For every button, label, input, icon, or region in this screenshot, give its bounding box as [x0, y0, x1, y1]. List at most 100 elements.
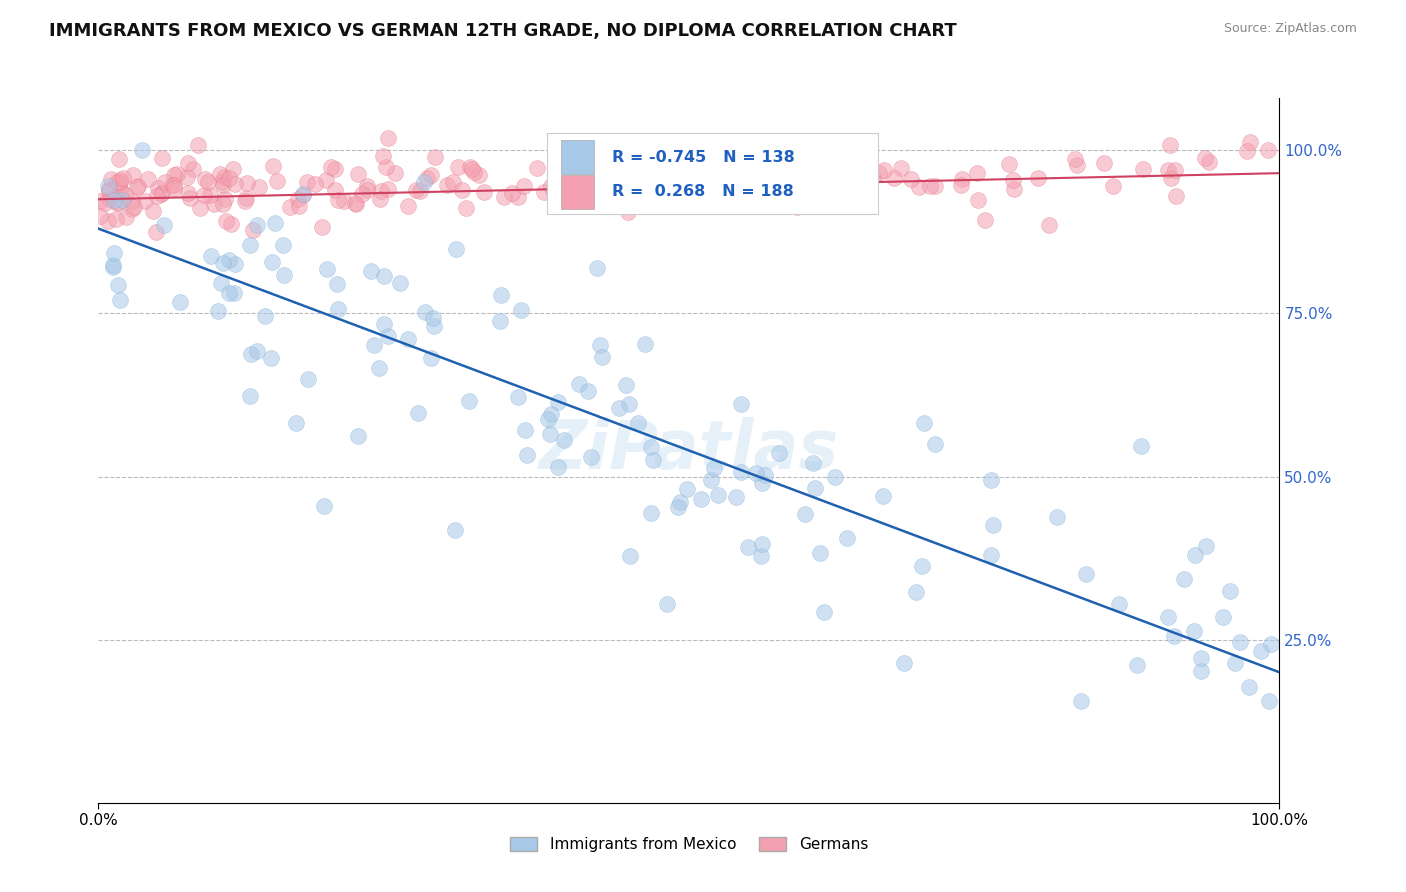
Point	[1219, 584, 1241, 599]
Point	[619, 549, 641, 563]
Point	[710, 166, 733, 180]
Point	[235, 191, 257, 205]
Point	[260, 351, 283, 365]
Point	[105, 196, 128, 211]
Point	[314, 499, 336, 513]
Point	[423, 150, 446, 164]
Point	[107, 195, 129, 210]
Point	[122, 168, 145, 182]
Point	[627, 416, 650, 430]
Point	[614, 377, 637, 392]
Point	[548, 170, 571, 185]
Point	[526, 161, 548, 176]
Point	[735, 171, 758, 186]
Point	[576, 384, 599, 399]
Point	[890, 161, 912, 175]
Point	[620, 192, 643, 206]
Point	[862, 169, 884, 184]
Point	[981, 518, 1004, 533]
Point	[350, 186, 373, 201]
Point	[591, 350, 613, 364]
Point	[291, 187, 314, 202]
Point	[246, 344, 269, 359]
Point	[813, 605, 835, 619]
Point	[510, 303, 533, 318]
Point	[315, 173, 337, 187]
Point	[262, 159, 284, 173]
Point	[121, 194, 143, 209]
Point	[1038, 218, 1060, 232]
Point	[831, 187, 853, 202]
Point	[568, 377, 591, 392]
Point	[547, 395, 569, 409]
Point	[131, 144, 153, 158]
Point	[561, 160, 583, 174]
Point	[605, 194, 627, 209]
Point	[868, 166, 890, 180]
Point	[263, 216, 285, 230]
Point	[804, 481, 827, 495]
Point	[271, 238, 294, 252]
Point	[949, 178, 972, 192]
Point	[506, 190, 529, 204]
Point	[115, 211, 138, 225]
Point	[368, 361, 391, 376]
Point	[412, 175, 434, 189]
Point	[893, 656, 915, 670]
Point	[1250, 643, 1272, 657]
Point	[457, 393, 479, 408]
Point	[1198, 155, 1220, 169]
Point	[104, 211, 127, 226]
Point	[103, 245, 125, 260]
Point	[344, 196, 367, 211]
Point	[316, 262, 339, 277]
Point	[326, 301, 349, 316]
Point	[89, 209, 111, 223]
Point	[374, 160, 396, 174]
Point	[848, 169, 870, 183]
Point	[675, 482, 697, 496]
Point	[1102, 178, 1125, 193]
Point	[1157, 610, 1180, 624]
Point	[617, 205, 640, 219]
Point	[508, 390, 530, 404]
Point	[169, 295, 191, 310]
Point	[304, 177, 326, 191]
Point	[612, 166, 634, 180]
Point	[422, 310, 444, 325]
Point	[98, 182, 121, 196]
Point	[97, 214, 120, 228]
Point	[586, 260, 609, 275]
Point	[1157, 162, 1180, 177]
Point	[540, 407, 562, 421]
Point	[108, 182, 131, 196]
Point	[1184, 548, 1206, 562]
Point	[136, 171, 159, 186]
Point	[202, 197, 225, 211]
Point	[966, 193, 988, 207]
Point	[1223, 656, 1246, 670]
Point	[416, 171, 439, 186]
Point	[808, 546, 831, 560]
Point	[640, 506, 662, 520]
Point	[89, 194, 111, 208]
Point	[666, 500, 689, 514]
Point	[405, 184, 427, 198]
Point	[579, 450, 602, 464]
Point	[1159, 138, 1181, 153]
Point	[1260, 637, 1282, 651]
Point	[749, 549, 772, 563]
Point	[326, 193, 349, 207]
Point	[603, 168, 626, 182]
Point	[766, 185, 789, 199]
Point	[406, 406, 429, 420]
Point	[319, 160, 342, 174]
Point	[356, 178, 378, 193]
Point	[212, 178, 235, 193]
Point	[553, 433, 575, 447]
Point	[280, 200, 302, 214]
Point	[461, 161, 484, 176]
Point	[224, 177, 246, 191]
Point	[214, 192, 236, 206]
Point	[253, 309, 276, 323]
